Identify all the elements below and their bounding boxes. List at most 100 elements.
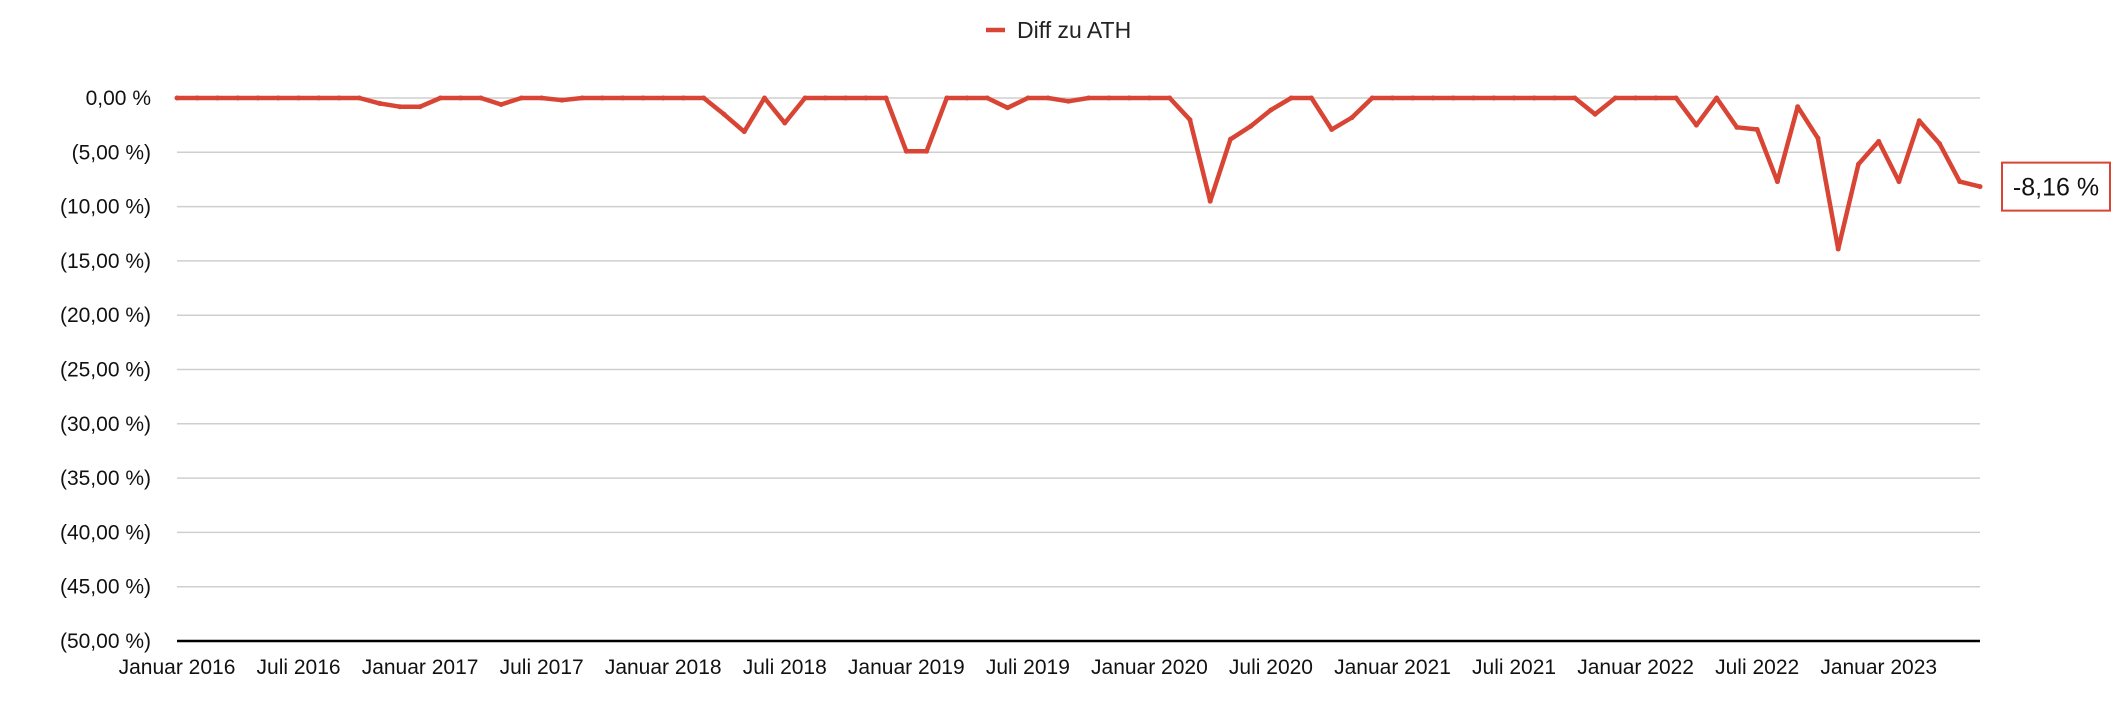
- y-tick-label: (5,00 %): [72, 141, 151, 164]
- data-point: [741, 129, 747, 135]
- data-point: [984, 95, 990, 101]
- data-point: [1491, 95, 1497, 101]
- data-point: [559, 97, 565, 103]
- data-point: [478, 95, 484, 101]
- data-point: [1450, 95, 1456, 101]
- data-point: [377, 100, 383, 106]
- data-point: [518, 95, 524, 101]
- legend-label-diff-zu-ath: Diff zu ATH: [1017, 17, 1131, 43]
- y-tick-label: (50,00 %): [60, 630, 151, 653]
- data-point: [174, 95, 180, 101]
- data-point: [336, 95, 342, 101]
- data-point: [1511, 95, 1517, 101]
- data-point: [1734, 124, 1740, 130]
- data-point: [1896, 179, 1902, 185]
- data-point: [1268, 107, 1274, 113]
- data-point: [1552, 95, 1558, 101]
- data-point: [903, 148, 909, 154]
- data-point: [802, 95, 808, 101]
- x-tick-label: Juli 2018: [743, 656, 827, 679]
- x-tick-label: Juli 2021: [1472, 656, 1556, 679]
- y-tick-label: 0,00 %: [86, 87, 151, 110]
- data-point: [296, 95, 302, 101]
- y-tick-label: (15,00 %): [60, 250, 151, 273]
- data-point: [458, 95, 464, 101]
- data-point: [579, 95, 585, 101]
- x-tick-label: Juli 2017: [500, 656, 584, 679]
- data-point: [1349, 115, 1355, 121]
- data-point: [1754, 126, 1760, 132]
- data-point: [1633, 95, 1639, 101]
- data-point: [1167, 95, 1173, 101]
- data-point: [1957, 179, 1963, 185]
- data-point: [761, 95, 767, 101]
- data-point: [1714, 95, 1720, 101]
- x-tick-label: Juli 2022: [1715, 656, 1799, 679]
- x-tick-label: Januar 2023: [1820, 656, 1937, 679]
- data-point: [1531, 95, 1537, 101]
- data-point: [782, 120, 788, 126]
- data-point: [1815, 135, 1821, 141]
- data-point: [924, 148, 930, 154]
- data-point: [1207, 198, 1213, 204]
- data-point: [620, 95, 626, 101]
- data-point: [599, 95, 605, 101]
- y-tick-label: (10,00 %): [60, 196, 151, 219]
- last-value-callout-box: [2001, 161, 2111, 212]
- data-point: [1855, 161, 1861, 167]
- y-tick-label: (30,00 %): [60, 413, 151, 436]
- data-point: [316, 95, 322, 101]
- data-point: [1592, 111, 1598, 117]
- data-point: [1086, 95, 1092, 101]
- y-tick-label: (35,00 %): [60, 467, 151, 490]
- data-point: [701, 95, 707, 101]
- data-point: [1653, 95, 1659, 101]
- data-point: [437, 95, 443, 101]
- x-tick-label: Juli 2019: [986, 656, 1070, 679]
- data-point: [1187, 117, 1193, 123]
- data-point: [1005, 105, 1011, 111]
- x-tick-label: Januar 2016: [119, 656, 236, 679]
- last-value-callout-label: -8,16 %: [2013, 174, 2099, 202]
- data-point: [215, 95, 221, 101]
- data-point: [194, 95, 200, 101]
- data-point: [822, 95, 828, 101]
- data-point: [255, 95, 261, 101]
- data-point: [1227, 136, 1233, 142]
- data-point: [1835, 246, 1841, 252]
- x-axis-tick-labels: Januar 2016 Juli 2016 Januar 2017 Juli 2017…: [119, 656, 1937, 679]
- data-point: [1025, 95, 1031, 101]
- data-point: [1774, 179, 1780, 185]
- gridlines: [177, 97, 1980, 588]
- x-tick-label: Januar 2020: [1091, 656, 1208, 679]
- data-point: [1390, 95, 1396, 101]
- x-tick-label: Januar 2021: [1334, 656, 1451, 679]
- y-axis-tick-labels: 0,00 % (5,00 %) (10,00 %) (15,00 %) (20,00 %…: [60, 87, 151, 653]
- data-point: [883, 95, 889, 101]
- legend: Diff zu ATH: [986, 17, 1131, 43]
- data-point: [356, 95, 362, 101]
- data-point: [1916, 118, 1922, 124]
- data-point: [1288, 95, 1294, 101]
- data-point: [863, 95, 869, 101]
- data-point: [417, 104, 423, 110]
- data-point: [1369, 95, 1375, 101]
- data-point: [1673, 95, 1679, 101]
- data-point: [1471, 95, 1477, 101]
- data-point: [1572, 95, 1578, 101]
- data-point: [539, 95, 545, 101]
- data-point: [1876, 138, 1882, 144]
- data-point: [235, 95, 241, 101]
- data-point: [1146, 95, 1152, 101]
- y-tick-label: (45,00 %): [60, 576, 151, 599]
- x-tick-label: Januar 2022: [1577, 656, 1694, 679]
- y-tick-label: (25,00 %): [60, 359, 151, 382]
- data-point: [944, 95, 950, 101]
- data-point: [1977, 184, 1983, 190]
- data-point: [1308, 95, 1314, 101]
- x-tick-label: Januar 2018: [605, 656, 722, 679]
- data-point: [397, 104, 403, 110]
- last-value-callout: -8,16 %: [2001, 161, 2111, 212]
- data-point: [1410, 95, 1416, 101]
